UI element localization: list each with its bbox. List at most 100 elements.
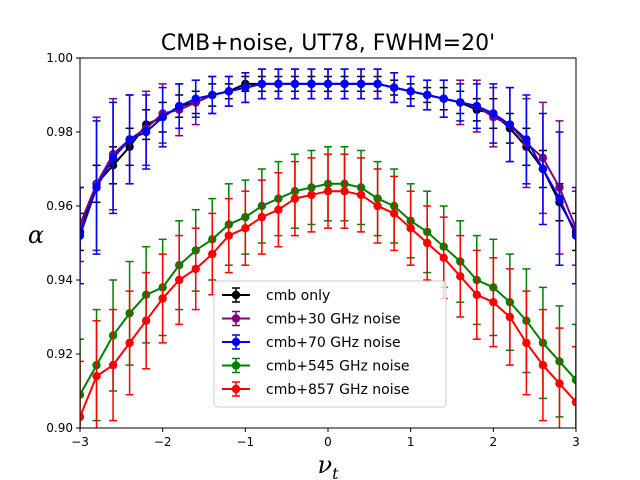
data-point [571, 231, 576, 240]
data-point [340, 187, 349, 196]
legend-entry: cmb+857 GHz noise [222, 381, 410, 398]
data-point [191, 94, 200, 103]
legend-entry: cmb+30 GHz noise [222, 310, 401, 328]
x-tick-label: 3 [572, 435, 580, 449]
data-point [175, 101, 184, 111]
data-point [141, 316, 151, 325]
data-point [257, 212, 267, 222]
legend-marker [231, 384, 241, 394]
legend-label: cmb+70 GHz noise [266, 335, 401, 351]
legend-label: cmb+857 GHz noise [266, 382, 410, 398]
data-point [356, 190, 366, 200]
data-point [307, 190, 316, 200]
data-point [439, 253, 448, 262]
data-point [290, 194, 300, 203]
y-tick-label: 0.96 [46, 199, 73, 213]
x-tick-label: −2 [154, 435, 172, 449]
legend-marker [231, 361, 241, 370]
legend-entry: cmb+70 GHz noise [222, 334, 401, 351]
legend-marker [231, 290, 241, 300]
y-tick-label: 0.92 [46, 347, 73, 361]
data-point [373, 201, 382, 211]
data-point [571, 397, 576, 407]
data-point [340, 79, 349, 89]
data-point [108, 153, 118, 163]
data-point [489, 109, 498, 118]
data-point [208, 249, 217, 259]
data-point [158, 294, 167, 303]
x-axis-label: νt [317, 451, 339, 480]
x-tick-label: −3 [71, 435, 89, 449]
data-point [92, 183, 101, 192]
data-point [439, 94, 448, 103]
y-tick-label: 0.90 [46, 421, 73, 435]
x-tick-label: 2 [490, 435, 498, 449]
data-point [505, 120, 515, 129]
x-tick-label: −1 [236, 435, 254, 449]
series-2 [80, 68, 576, 285]
data-point [125, 338, 134, 348]
x-tick-label: 0 [324, 435, 332, 449]
data-point [290, 79, 300, 89]
data-point [108, 360, 118, 370]
legend-frame [213, 280, 447, 408]
data-point [241, 224, 250, 233]
data-point [505, 312, 515, 322]
data-point [522, 338, 531, 348]
y-axis-label: α [28, 221, 44, 249]
data-point [456, 98, 465, 107]
data-point [538, 164, 548, 174]
data-point [80, 412, 85, 422]
legend-label: cmb+545 GHz noise [266, 359, 410, 375]
data-point [373, 79, 382, 89]
data-point [423, 238, 432, 248]
data-point [406, 224, 415, 233]
data-point [472, 290, 481, 299]
data-point [538, 360, 548, 370]
data-point [141, 127, 151, 137]
legend: cmb only cmb+30 GHz noise cmb+70 GHz noise… [213, 280, 447, 408]
data-point [208, 90, 217, 100]
data-point [191, 264, 200, 274]
legend-entry: cmb only [222, 287, 330, 304]
data-point [175, 275, 184, 285]
data-point [274, 79, 283, 89]
x-axis-label-main: ν [317, 451, 332, 479]
data-point [257, 79, 267, 89]
y-tick-label: 1.00 [46, 51, 73, 65]
y-tick-label: 0.94 [46, 273, 73, 287]
chart-title: CMB+noise, UT78, FWHM=20' [161, 31, 495, 56]
y-tick-label: 0.98 [46, 125, 73, 139]
data-point [489, 298, 498, 307]
data-point [389, 209, 399, 218]
data-point [80, 231, 85, 240]
data-point [224, 87, 233, 96]
data-point [406, 87, 415, 96]
legend-marker [231, 314, 241, 323]
data-point [555, 194, 564, 203]
data-point [224, 231, 233, 240]
legend-marker [231, 337, 241, 347]
data-point [456, 272, 465, 281]
series-4 [80, 153, 576, 428]
data-point [307, 79, 316, 89]
data-point [323, 187, 333, 196]
data-point [125, 135, 134, 144]
series-layer [80, 68, 576, 428]
x-tick-label: 1 [407, 435, 415, 449]
legend-entry: cmb+545 GHz noise [222, 357, 410, 375]
data-point [241, 83, 250, 92]
data-point [423, 90, 432, 100]
data-point [92, 372, 101, 381]
data-point [472, 101, 481, 111]
data-point [274, 205, 283, 214]
data-point [555, 379, 564, 388]
axes-layer: −3 −2 −1 0 1 2 3 0.90 0.92 0.94 0.96 0.98 1.00 [46, 51, 580, 449]
legend-label: cmb+30 GHz noise [266, 312, 401, 328]
data-point [323, 79, 333, 89]
data-point [389, 83, 399, 92]
x-axis-label-subscript: t [332, 464, 339, 480]
data-point [356, 79, 366, 89]
data-point [522, 135, 531, 144]
